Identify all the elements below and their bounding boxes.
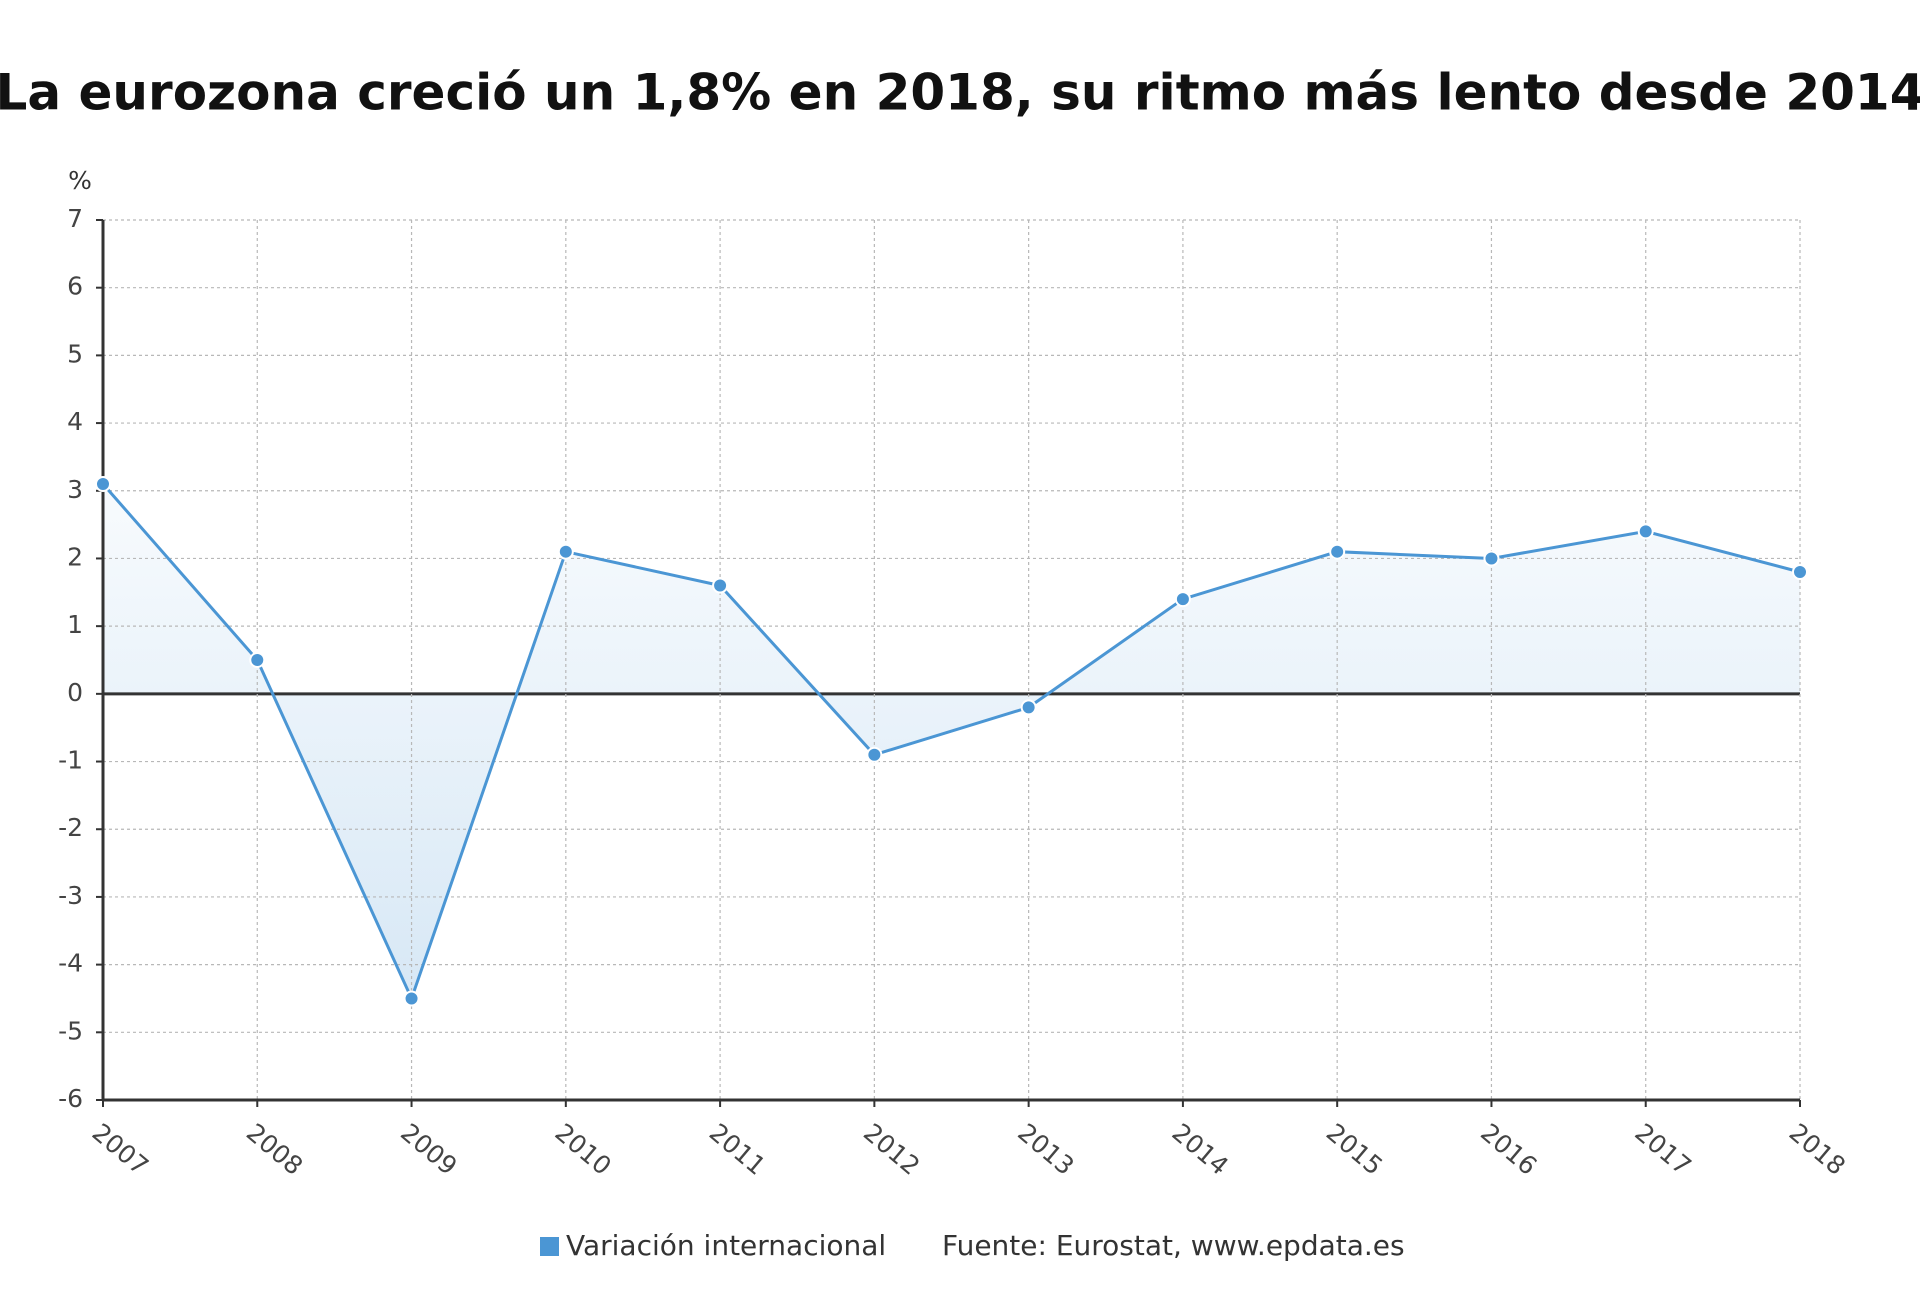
point [866, 746, 883, 763]
y-tick-label: 7 [67, 204, 83, 233]
y-tick-label: -6 [58, 1084, 83, 1113]
y-tick-label: -1 [58, 746, 83, 775]
x-tick-label: 2012 [858, 1118, 925, 1181]
point [249, 652, 266, 668]
y-tick-label: 5 [67, 339, 83, 368]
chart-title: La eurozona creció un 1,8% en 2018, su r… [0, 64, 1920, 122]
x-tick-label: 2010 [549, 1118, 616, 1181]
x-tick-label: 2016 [1475, 1118, 1542, 1181]
legend: Variación internacional Fuente: Eurostat… [540, 1229, 1405, 1262]
x-tick-label: 2013 [1012, 1118, 1079, 1181]
point [403, 990, 420, 1007]
y-tick-label: 0 [67, 678, 83, 707]
y-axis-label: % [68, 166, 92, 195]
x-tick-label: 2015 [1321, 1118, 1388, 1181]
y-tick-label: 2 [67, 542, 83, 571]
y-tick-label: 6 [67, 272, 83, 301]
legend-swatch [540, 1237, 559, 1256]
y-tick-label: -2 [58, 813, 83, 842]
legend-label: Variación internacional [566, 1229, 886, 1262]
point [1020, 699, 1037, 716]
point [712, 577, 729, 594]
point [1329, 543, 1346, 560]
x-tick-label: 2014 [1167, 1118, 1234, 1181]
y-tick-label: 1 [67, 610, 83, 639]
point [557, 543, 574, 560]
y-tick-label: -3 [58, 881, 83, 910]
x-tick-label: 2007 [87, 1118, 154, 1181]
x-tick-label: 2018 [1784, 1118, 1851, 1181]
point [1483, 550, 1500, 567]
y-tick-label: -4 [58, 949, 83, 978]
x-tick-label: 2017 [1629, 1118, 1696, 1181]
x-tick-label: 2011 [704, 1118, 771, 1181]
y-tick-label: 4 [67, 407, 83, 436]
point [1637, 523, 1654, 540]
y-tick-label: -5 [58, 1016, 83, 1045]
line [101, 483, 1801, 1003]
x-tick-label: 2009 [395, 1118, 462, 1181]
source-note: Fuente: Eurostat, www.epdata.es [942, 1229, 1405, 1262]
area [103, 484, 1800, 999]
point [1792, 564, 1808, 580]
x-tick-label: 2008 [241, 1118, 308, 1181]
point [95, 476, 111, 492]
y-tick-label: 3 [67, 475, 83, 504]
point [1174, 591, 1191, 608]
